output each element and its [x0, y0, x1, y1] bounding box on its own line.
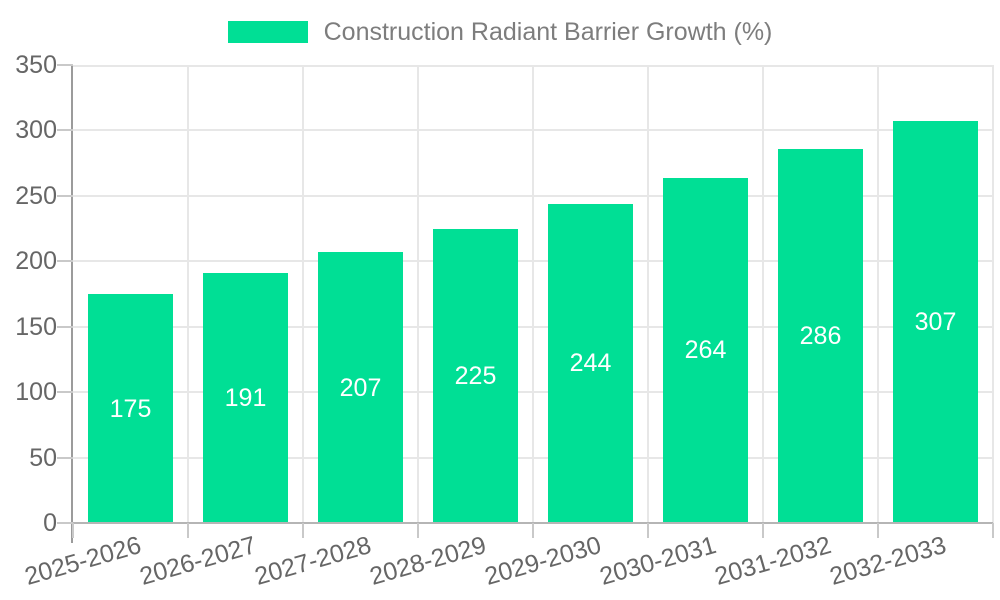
bar-2028-2029[interactable]	[433, 228, 518, 523]
x-tick	[302, 523, 304, 538]
bar-2025-2026[interactable]	[88, 294, 173, 523]
y-tick-label: 250	[15, 181, 57, 210]
v-gridline	[647, 65, 649, 523]
bar-2026-2027[interactable]	[203, 273, 288, 523]
y-tick	[57, 522, 73, 524]
bar-value-label: 307	[914, 308, 957, 337]
bar-value-label: 191	[224, 384, 267, 413]
bar-2030-2031[interactable]	[663, 177, 748, 523]
y-tick	[57, 260, 73, 263]
bar-value-label: 175	[109, 394, 152, 423]
y-tick	[57, 64, 73, 66]
x-tick	[72, 523, 74, 538]
x-tick	[877, 523, 879, 538]
x-tick-label: 2030-2031	[596, 531, 720, 591]
plot-area: 175 191 207 225 244 264 286 307	[73, 65, 994, 523]
y-tick-label: 150	[15, 312, 57, 341]
v-gridline	[302, 65, 304, 523]
bar-value-label: 286	[799, 321, 842, 350]
legend-label: Construction Radiant Barrier Growth (%)	[323, 18, 773, 46]
x-tick-label: 2029-2030	[481, 531, 605, 591]
bar-2029-2030[interactable]	[548, 203, 633, 523]
bar-2032-2033[interactable]	[893, 121, 978, 523]
y-tick-label: 300	[15, 116, 57, 145]
y-tick	[57, 129, 73, 132]
v-gridline	[532, 65, 534, 523]
x-tick-label: 2028-2029	[366, 531, 490, 591]
v-gridline	[762, 65, 764, 523]
bar-2027-2028[interactable]	[318, 252, 403, 523]
v-gridline	[877, 65, 879, 523]
bar-value-label: 244	[569, 349, 612, 378]
y-tick-label: 100	[15, 378, 57, 407]
y-axis-line	[71, 65, 73, 543]
y-tick-label: 350	[15, 51, 57, 79]
y-tick	[57, 456, 73, 459]
x-tick	[532, 523, 534, 538]
x-tick	[647, 523, 649, 538]
v-gridline	[187, 65, 189, 523]
x-tick-label: 2025-2026	[21, 531, 145, 591]
y-tick	[57, 325, 73, 328]
x-tick-label: 2032-2033	[826, 531, 950, 591]
x-tick	[992, 523, 994, 538]
v-gridline	[992, 65, 994, 523]
x-tick	[417, 523, 419, 538]
v-gridline	[417, 65, 419, 523]
x-tick-label: 2026-2027	[136, 531, 260, 591]
legend[interactable]: Construction Radiant Barrier Growth (%)	[0, 18, 1000, 46]
x-tick-label: 2031-2032	[711, 531, 835, 591]
y-tick	[57, 391, 73, 394]
legend-swatch	[227, 21, 308, 43]
y-tick-label: 50	[29, 443, 57, 472]
bar-value-label: 264	[684, 336, 727, 365]
x-tick	[187, 523, 189, 538]
x-tick-label: 2027-2028	[251, 531, 375, 591]
bar-value-label: 207	[339, 373, 382, 402]
y-tick-label: 0	[43, 509, 57, 537]
y-tick-label: 200	[15, 247, 57, 276]
bar-2031-2032[interactable]	[778, 148, 863, 523]
x-tick	[762, 523, 764, 538]
bar-value-label: 225	[454, 361, 497, 390]
y-tick	[57, 194, 73, 197]
